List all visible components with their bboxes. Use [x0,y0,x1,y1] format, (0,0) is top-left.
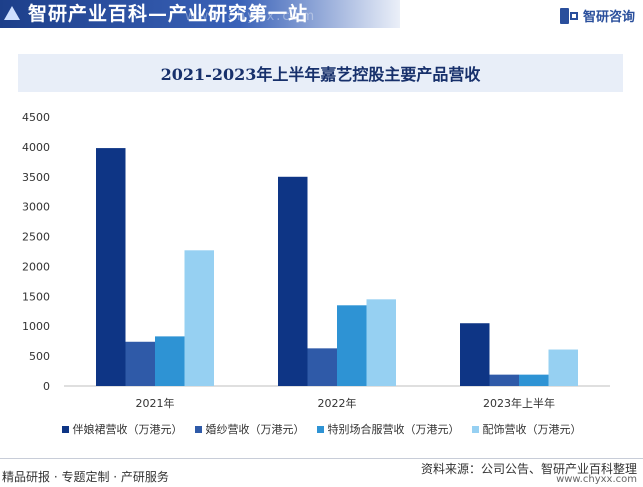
y-tick-label: 2500 [22,231,50,244]
legend-label: 配饰营收（万港元） [482,423,582,436]
bar [337,305,367,386]
x-tick-label: 2021年 [136,396,175,410]
footer-source: 资料来源：公司公告、智研产业百科整理 [420,462,637,476]
header-band [0,0,400,28]
brand-name: 智研咨询 [582,10,635,25]
y-tick-label: 2000 [22,260,50,273]
legend-label: 特别场合服营收（万港元） [327,423,460,436]
bar [155,336,185,386]
legend-item: 特别场合服营收（万港元） [316,421,460,437]
logo-triangle-icon [4,6,20,20]
legend-item: 婚纱营收（万港元） [194,421,305,437]
legend-label: 伴娘裙营收（万港元） [72,423,183,436]
x-tick-label: 2023年上半年 [483,396,555,410]
legend-swatch [471,425,479,433]
y-tick-label: 4000 [22,141,50,154]
chart-legend: 伴娘裙营收（万港元） 婚纱营收（万港元） 特别场合服营收（万港元） 配饰营收（万港元） [0,421,643,437]
brand-icon [559,7,578,24]
bar [366,299,396,386]
bar-chart: 0 500 1000 1500 2000 2500 3000 3500 4000 4500 2021… [22,111,610,410]
y-tick-label: 0 [43,380,50,393]
legend-swatch [61,425,69,433]
bar [548,349,578,386]
legend-item: 伴娘裙营收（万港元） [61,421,183,437]
footer-services: 精品研报 · 专题定制 · 产研服务 [2,470,169,484]
bar [519,374,549,386]
bar [96,148,126,386]
legend-item: 配饰营收（万港元） [471,421,582,437]
site-title: 智研产业百科—产业研究第一站 [28,3,309,25]
bar [489,374,519,386]
bar [125,341,155,386]
legend-swatch [194,425,202,433]
header-bar: 智研产业百科—产业研究第一站 www.chyxx.com 智研咨询 [0,0,643,28]
footer-divider [0,458,643,459]
chart-title-box: 2021-2023年上半年嘉艺控股主要产品营收 [18,54,623,92]
y-tick-label: 1500 [22,290,50,303]
legend-label: 婚纱营收（万港元） [205,423,305,436]
y-tick-label: 1000 [22,320,50,333]
header-watermark: www.chyxx.com [185,9,317,24]
legend-swatch [316,425,324,433]
bar [184,250,214,386]
x-tick-label: 2022年 [318,396,357,410]
y-tick-label: 3500 [22,171,50,184]
brand-logo[interactable]: 智研咨询 [559,6,635,25]
chart-title: 2021-2023年上半年嘉艺控股主要产品营收 [160,65,481,84]
footer: 精品研报 · 专题定制 · 产研服务 资料来源：公司公告、智研产业百科整理 ww… [0,458,643,487]
y-tick-label: 4500 [22,111,50,124]
bar [460,323,490,386]
bar [278,176,308,386]
footer-url[interactable]: www.chyxx.com [556,474,637,485]
bar [307,348,337,386]
y-tick-label: 3000 [22,201,50,214]
y-tick-label: 500 [29,350,50,363]
